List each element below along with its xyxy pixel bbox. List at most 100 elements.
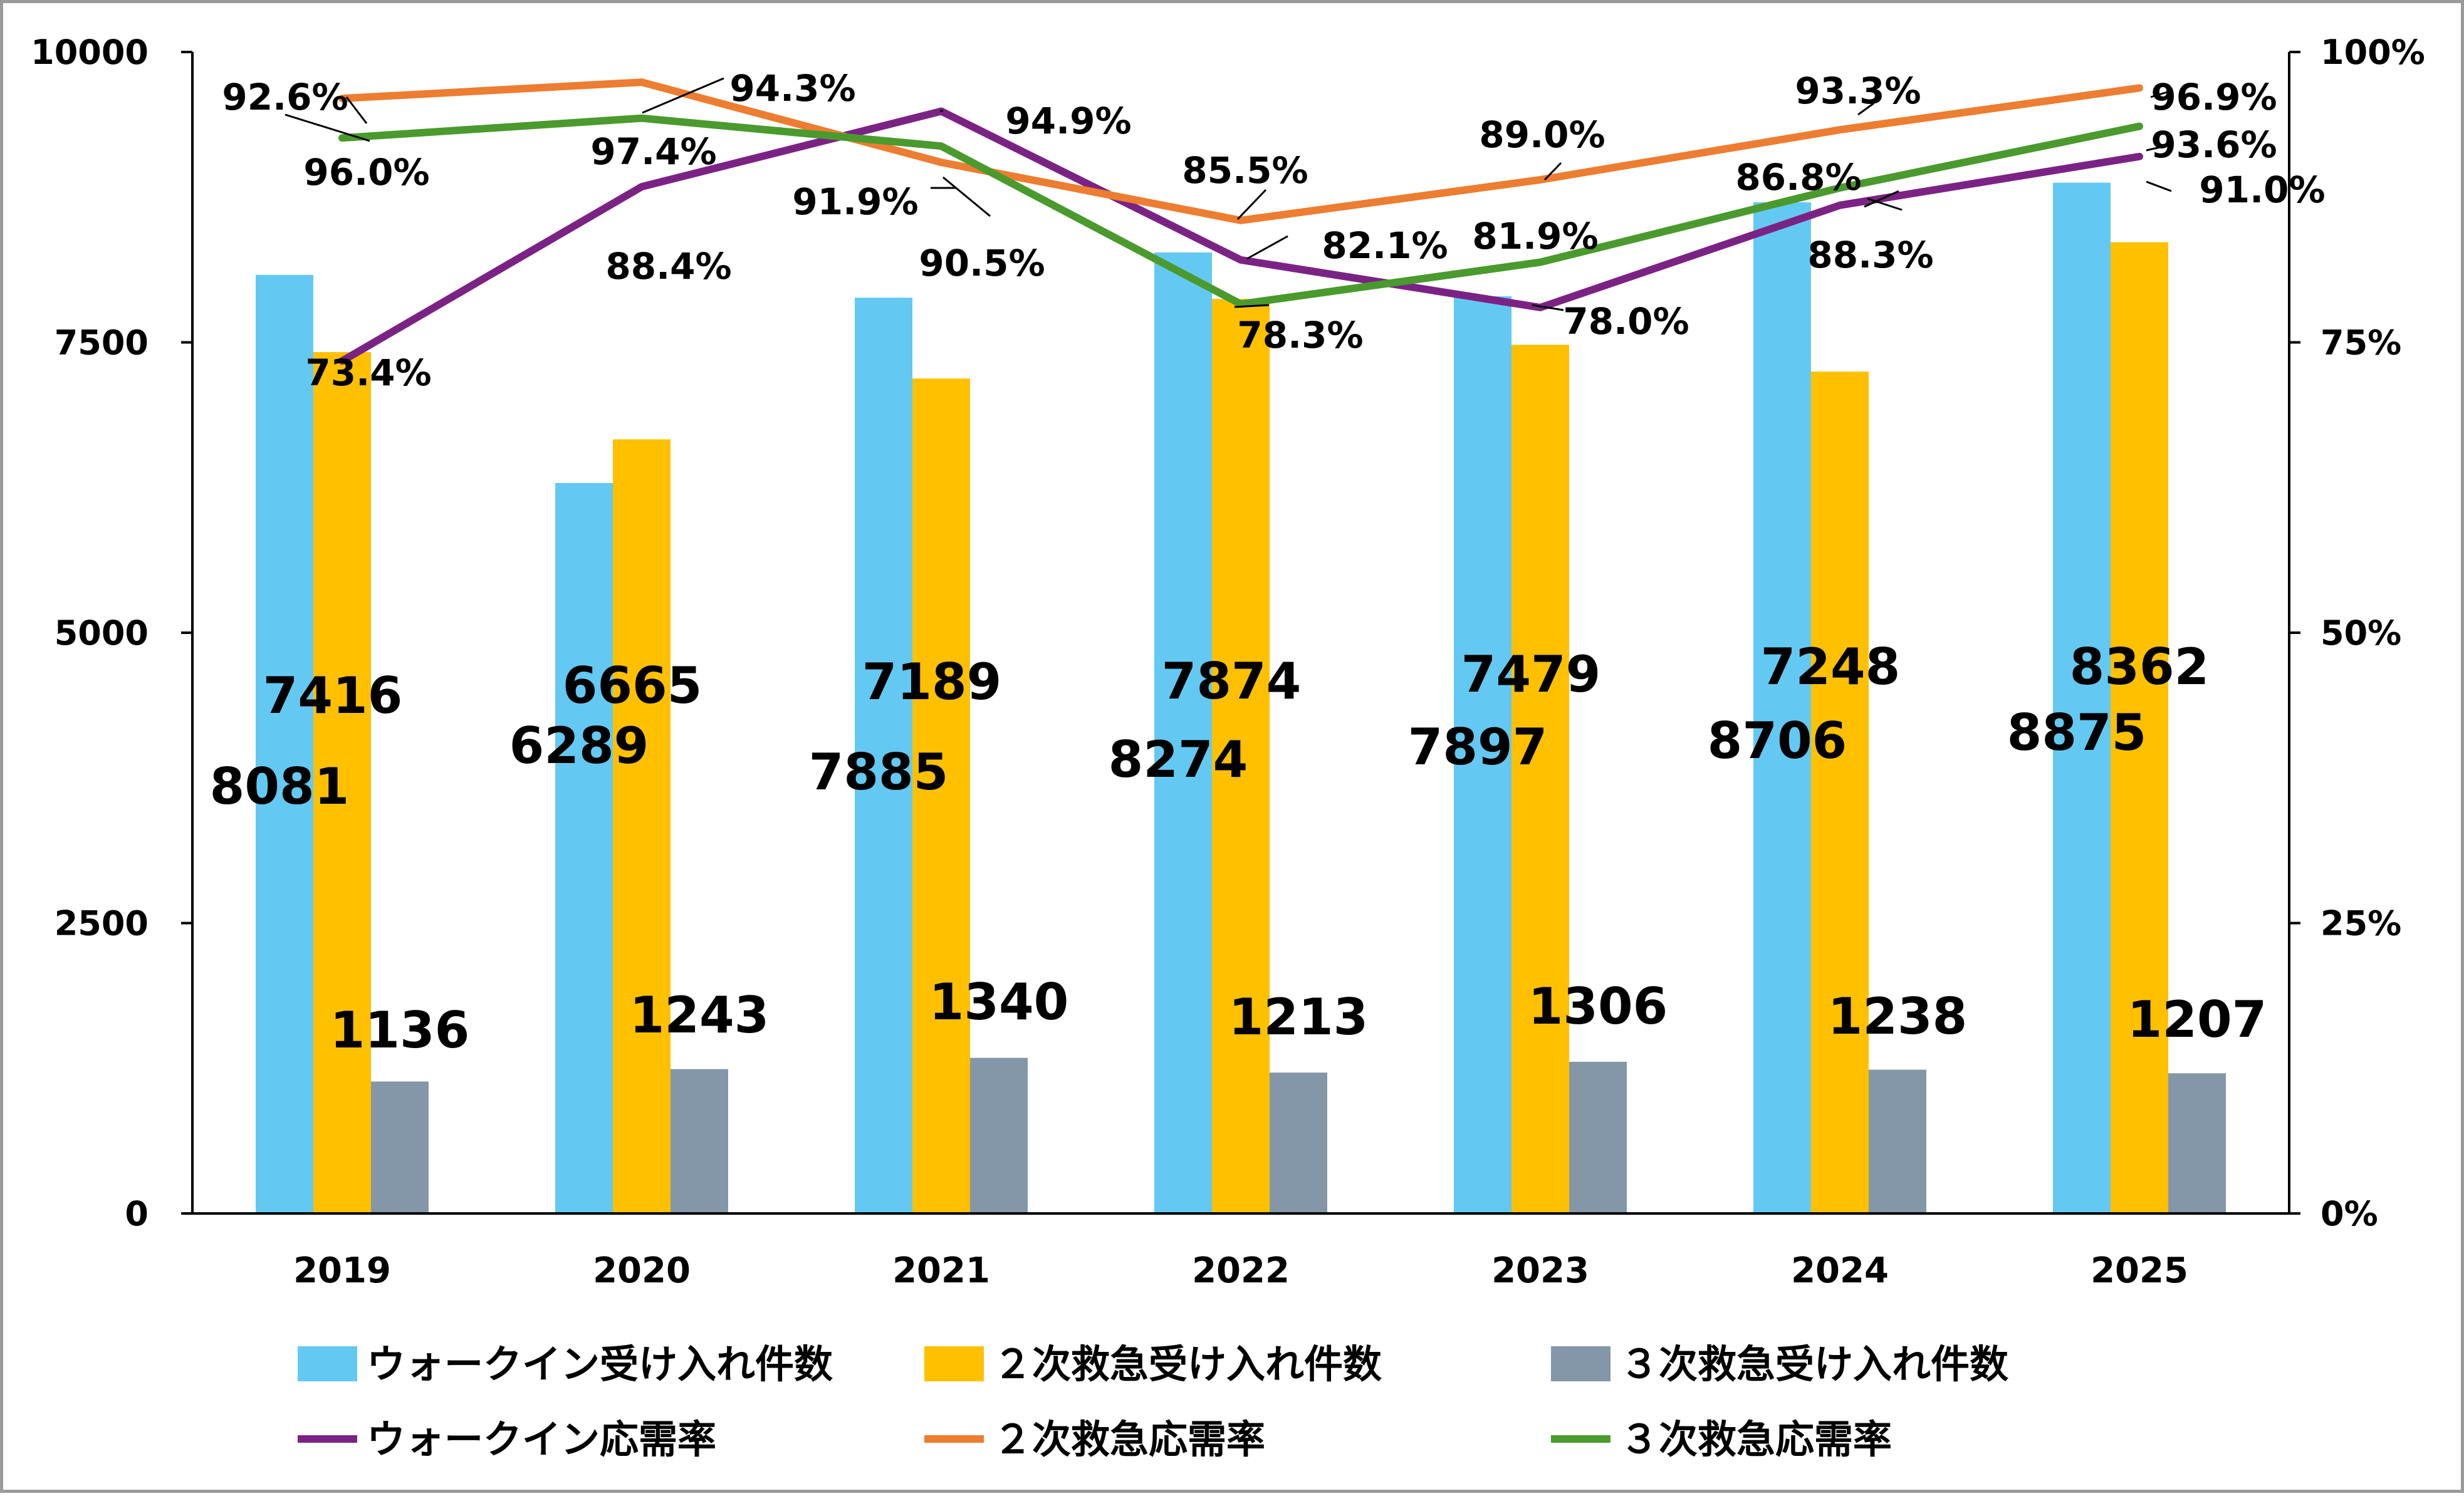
bar-value-label: 1306 bbox=[1528, 977, 1668, 1036]
label-leader-line bbox=[2146, 143, 2172, 152]
y2-tick-label: 0% bbox=[2320, 1194, 2378, 1234]
line-value-label: 88.4% bbox=[605, 245, 731, 288]
bar-1-2021 bbox=[855, 298, 912, 1214]
bar-3-2021 bbox=[970, 1057, 1028, 1213]
bar-2-2022 bbox=[1212, 299, 1270, 1213]
x-tick-label: 2024 bbox=[1791, 1250, 1889, 1291]
line-value-label: 73.4% bbox=[305, 351, 431, 394]
legend-swatch-bar bbox=[298, 1346, 357, 1381]
line-value-label: 97.4% bbox=[590, 130, 716, 173]
line-value-label: 93.3% bbox=[1795, 70, 1921, 112]
bar-value-label: 6289 bbox=[509, 717, 649, 775]
line-value-label: 94.3% bbox=[729, 67, 855, 110]
label-leader-line bbox=[1236, 189, 1267, 221]
legend-label: ３次救急受け入れ件数 bbox=[1620, 1341, 2008, 1387]
line-value-label: 96.9% bbox=[2151, 76, 2277, 118]
y2-tick-label: 25% bbox=[2320, 904, 2401, 943]
bar-value-label: 8875 bbox=[2007, 704, 2147, 762]
bar-value-label: 7885 bbox=[809, 743, 949, 801]
line-value-label: 89.0% bbox=[1479, 113, 1605, 156]
x-tick-label: 2019 bbox=[293, 1250, 391, 1291]
bar-value-label: 1207 bbox=[2127, 990, 2267, 1049]
line-value-label: 92.6% bbox=[222, 76, 348, 118]
line-value-label: 90.5% bbox=[919, 242, 1045, 284]
label-leader-line bbox=[1234, 304, 1270, 308]
bar-1-2023 bbox=[1454, 296, 1511, 1213]
bar-3-2025 bbox=[2168, 1073, 2226, 1213]
label-leader-line bbox=[345, 96, 368, 124]
line-value-label: 78.3% bbox=[1237, 314, 1363, 356]
line-value-label: 86.8% bbox=[1735, 156, 1861, 199]
bar-value-label: 7416 bbox=[263, 667, 403, 725]
y2-tick-label: 100% bbox=[2320, 33, 2425, 72]
line-value-label: 85.5% bbox=[1182, 149, 1308, 192]
line-series-1 bbox=[338, 107, 2143, 365]
line-value-label: 88.3% bbox=[1807, 234, 1933, 276]
bar-2-2020 bbox=[613, 439, 671, 1213]
bar-value-label: 1238 bbox=[1828, 987, 1968, 1046]
bar-value-label: 7189 bbox=[862, 653, 1002, 711]
x-tick-label: 2021 bbox=[892, 1250, 990, 1291]
line-value-label: 82.1% bbox=[1322, 224, 1448, 267]
line-series-2 bbox=[338, 78, 2143, 224]
label-leader-line bbox=[1857, 102, 1874, 116]
label-leader-line bbox=[1864, 190, 1899, 208]
legend-label: ２次救急受け入れ件数 bbox=[993, 1341, 1382, 1387]
line-value-label: 78.0% bbox=[1563, 300, 1689, 343]
bar-2-2024 bbox=[1811, 371, 1869, 1213]
bar-value-label: 7874 bbox=[1162, 652, 1302, 710]
bar-value-label: 7479 bbox=[1461, 645, 1601, 704]
bar-3-2022 bbox=[1270, 1073, 1327, 1213]
bar-2-2025 bbox=[2111, 242, 2168, 1214]
bar-value-label: 1340 bbox=[929, 973, 1069, 1031]
bar-value-label: 8706 bbox=[1708, 712, 1847, 770]
legend-label: ２次救急応需率 bbox=[993, 1416, 1265, 1462]
label-leader-line bbox=[1532, 304, 1564, 311]
bar-3-2024 bbox=[1869, 1069, 1926, 1213]
bar-1-2019 bbox=[256, 274, 313, 1213]
label-leader-line bbox=[1543, 162, 1562, 181]
bar-value-label: 6665 bbox=[563, 657, 702, 715]
x-tick-label: 2023 bbox=[1491, 1250, 1589, 1291]
bar-1-2024 bbox=[1753, 202, 1811, 1213]
bar-3-2019 bbox=[371, 1081, 429, 1213]
y-tick-label: 7500 bbox=[55, 323, 149, 363]
bar-2-2019 bbox=[313, 352, 371, 1213]
bar-value-label: 8081 bbox=[210, 757, 350, 816]
legend-label: ウォークイン応需率 bbox=[367, 1416, 716, 1462]
label-leader-line bbox=[285, 113, 370, 142]
y-tick-label: 5000 bbox=[55, 613, 149, 653]
bar-value-label: 7897 bbox=[1408, 718, 1548, 776]
line-value-label: 94.9% bbox=[1005, 100, 1131, 142]
x-tick-label: 2022 bbox=[1192, 1250, 1290, 1291]
label-leader-line bbox=[2146, 180, 2172, 192]
bar-value-label: 8362 bbox=[2070, 638, 2210, 696]
label-leader-line bbox=[642, 77, 724, 114]
bar-value-label: 7248 bbox=[1761, 638, 1901, 696]
bar-2-2023 bbox=[1511, 345, 1569, 1214]
y-tick-label: 0 bbox=[125, 1194, 149, 1234]
line-series-3 bbox=[338, 114, 2143, 308]
bar-3-2020 bbox=[671, 1069, 728, 1213]
bar-value-label: 1136 bbox=[330, 1001, 470, 1059]
y2-tick-label: 75% bbox=[2320, 323, 2401, 363]
legend-swatch-bar bbox=[1551, 1346, 1610, 1381]
bar-1-2020 bbox=[555, 483, 613, 1213]
label-leader-line bbox=[1246, 235, 1288, 260]
y-tick-label: 2500 bbox=[55, 904, 149, 943]
bar-value-label: 1213 bbox=[1229, 988, 1369, 1046]
legend-label: ３次救急応需率 bbox=[1620, 1416, 1892, 1462]
line-value-label: 81.9% bbox=[1472, 215, 1598, 257]
legend-swatch-bar bbox=[924, 1346, 984, 1381]
line-value-label: 96.0% bbox=[303, 151, 429, 194]
combo-chart: 0 2500 5000 7500 10000 0% 25% 50% 75% 100% 2019 202… bbox=[31, 33, 2425, 1462]
label-leader-line bbox=[942, 176, 991, 217]
y-tick-label: 10000 bbox=[31, 33, 149, 72]
bar-1-2025 bbox=[2053, 182, 2111, 1214]
label-leader-line bbox=[1867, 197, 1903, 211]
line-value-label: 93.6% bbox=[2151, 123, 2277, 166]
x-tick-label: 2025 bbox=[2091, 1250, 2188, 1291]
bar-1-2022 bbox=[1154, 252, 1212, 1214]
bar-2-2021 bbox=[912, 378, 970, 1213]
